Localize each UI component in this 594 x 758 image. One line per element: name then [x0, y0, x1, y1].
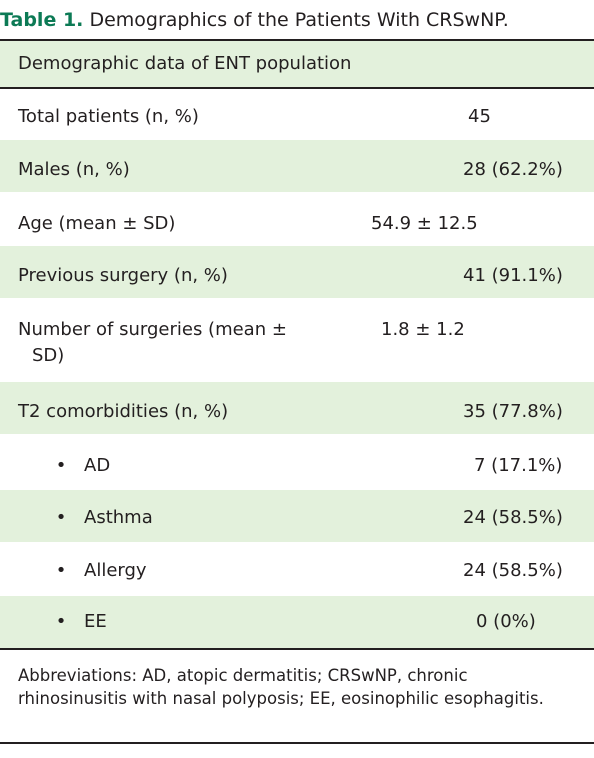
top-rule [0, 39, 594, 41]
row-band [0, 490, 594, 542]
row-value: 7 (17.1%) [474, 455, 563, 476]
row-value: 54.9 ± 12.5 [371, 213, 478, 234]
footnote-rule [0, 648, 594, 650]
row-label: AD [84, 455, 111, 476]
bullet: • [55, 560, 67, 581]
row-label: Age (mean ± SD) [18, 213, 176, 234]
row-label: Asthma [84, 507, 153, 528]
row-label: EE [84, 611, 107, 632]
row-value: 41 (91.1%) [463, 265, 563, 286]
row-value: 24 (58.5%) [463, 560, 563, 581]
row-value: 1.8 ± 1.2 [381, 319, 465, 340]
caption-label: Table 1. [0, 9, 84, 31]
table-footnote: Abbreviations: AD, atopic dermatitis; CR… [18, 666, 544, 708]
bullet: • [55, 611, 67, 632]
row-label: Males (n, %) [18, 159, 130, 180]
caption-title: Demographics of the Patients With CRSwNP… [89, 9, 509, 31]
row-value: 35 (77.8%) [463, 401, 563, 422]
row-label: Allergy [84, 560, 147, 581]
row-band [0, 140, 594, 192]
row-value: 45 [468, 106, 491, 127]
header-band [0, 41, 594, 87]
row-band [0, 382, 594, 434]
row-value: 28 (62.2%) [463, 159, 563, 180]
bottom-rule [0, 742, 594, 744]
header-rule [0, 87, 594, 89]
row-label: Total patients (n, %) [18, 106, 199, 127]
table-header: Demographic data of ENT population [18, 53, 352, 74]
bullet: • [55, 455, 67, 476]
row-band [0, 596, 594, 648]
bullet: • [55, 507, 67, 528]
row-value: 0 (0%) [476, 611, 536, 632]
row-label: T2 comorbidities (n, %) [18, 401, 229, 422]
table-caption: Table 1. Demographics of the Patients Wi… [0, 6, 594, 34]
row-band [0, 246, 594, 298]
row-label: Previous surgery (n, %) [18, 265, 228, 286]
row-label: Number of surgeries (mean ± [18, 319, 287, 340]
row-value: 24 (58.5%) [463, 507, 563, 528]
row-label-continued: SD) [32, 345, 65, 366]
